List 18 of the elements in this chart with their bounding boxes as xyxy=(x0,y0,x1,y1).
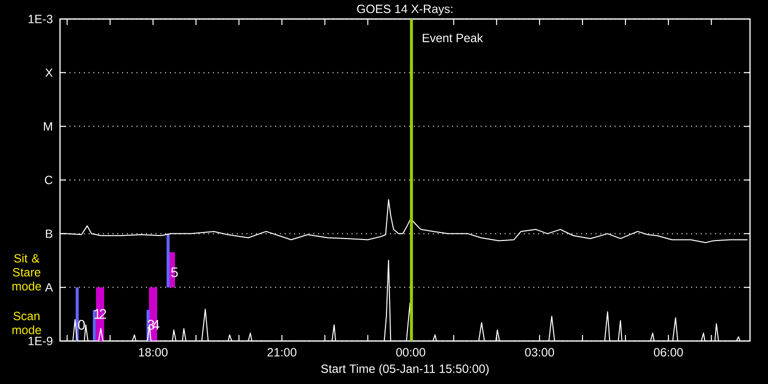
chart-title: GOES 14 X-Rays: xyxy=(357,4,452,16)
text: Scan mode xyxy=(12,312,42,334)
y-tick-label: 1E-3 xyxy=(28,14,52,24)
y-tick-label: 1E-9 xyxy=(28,336,52,346)
x-tick-label: 21:00 xyxy=(268,348,296,357)
x-tick-label: 00:00 xyxy=(396,348,426,357)
y-tick-label: B xyxy=(46,230,52,238)
annotation: 1 xyxy=(94,309,100,319)
y-tick-label: M xyxy=(44,122,52,130)
x-tick-label: 06:00 xyxy=(654,348,683,357)
ref-line-label: Event Peak xyxy=(422,33,483,42)
x-tick-label: 18:00 xyxy=(139,348,168,357)
y-tick-label: C xyxy=(44,176,53,184)
y-tick-label: A xyxy=(45,283,53,292)
x-axis-title: Start Time (05-Jan-11 15:50:00) xyxy=(321,364,489,376)
x-tick-label: 03:00 xyxy=(525,348,554,357)
y-tick-label: X xyxy=(45,68,53,77)
text: Sit & Stare mode xyxy=(12,254,42,290)
